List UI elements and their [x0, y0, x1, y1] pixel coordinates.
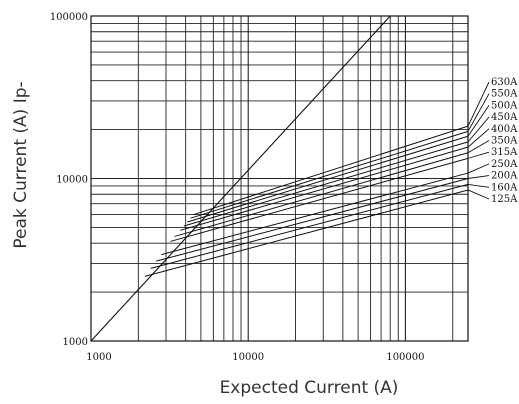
leader-line [467, 105, 490, 137]
legend-label: 250A [491, 159, 518, 170]
y-tick-label: 100000 [50, 12, 88, 23]
leader-line [467, 151, 490, 159]
x-tick-label: 1000 [86, 352, 111, 363]
leader-line [467, 140, 490, 154]
leader-line [467, 189, 490, 200]
leader-line [467, 175, 490, 179]
leader-line [467, 183, 490, 188]
series-line-350a [174, 152, 469, 237]
leader-line [467, 128, 490, 148]
y-tick-label: 1000 [63, 337, 88, 348]
legend-label: 500A [491, 100, 518, 111]
reference-diagonal [90, 15, 391, 342]
legend-label: 160A [491, 182, 518, 193]
y-axis-label: Peak Current (A) Ip- [11, 81, 31, 248]
series-line-400a [180, 146, 469, 231]
legend-label: 125A [491, 194, 518, 205]
legend-label: 200A [491, 171, 518, 182]
y-tick-label: 10000 [56, 175, 88, 186]
series-line-500a [187, 135, 469, 223]
legend-label: 350A [491, 136, 518, 147]
series-line-200a [156, 178, 469, 262]
x-axis-label: Expected Current (A) [220, 378, 399, 398]
reference-line [90, 15, 391, 342]
legend-label: 450A [491, 112, 518, 123]
series-line-550a [190, 130, 469, 219]
leader-line [467, 163, 490, 174]
series-line-125a [144, 189, 469, 277]
legend-label: 630A [491, 77, 518, 88]
leader-line [467, 116, 490, 143]
series-line-450a [183, 141, 469, 227]
tick-labels: 1000 10000 100000 1000 10000 100000 [50, 12, 425, 363]
legend: 630A550A500A450A400A350A315A250A200A160A… [467, 77, 518, 205]
leader-line [467, 81, 490, 127]
series-line-160a [150, 183, 469, 269]
series-line-630a [193, 125, 469, 216]
series-lines [144, 125, 469, 277]
legend-label: 400A [491, 124, 518, 135]
series-line-250a [161, 172, 469, 256]
legend-label: 315A [491, 147, 518, 158]
grid [91, 16, 468, 341]
series-line-315a [170, 157, 469, 242]
x-tick-label: 10000 [232, 352, 264, 363]
x-tick-label: 100000 [386, 352, 424, 363]
leader-line [467, 93, 490, 132]
legend-label: 550A [491, 89, 518, 100]
